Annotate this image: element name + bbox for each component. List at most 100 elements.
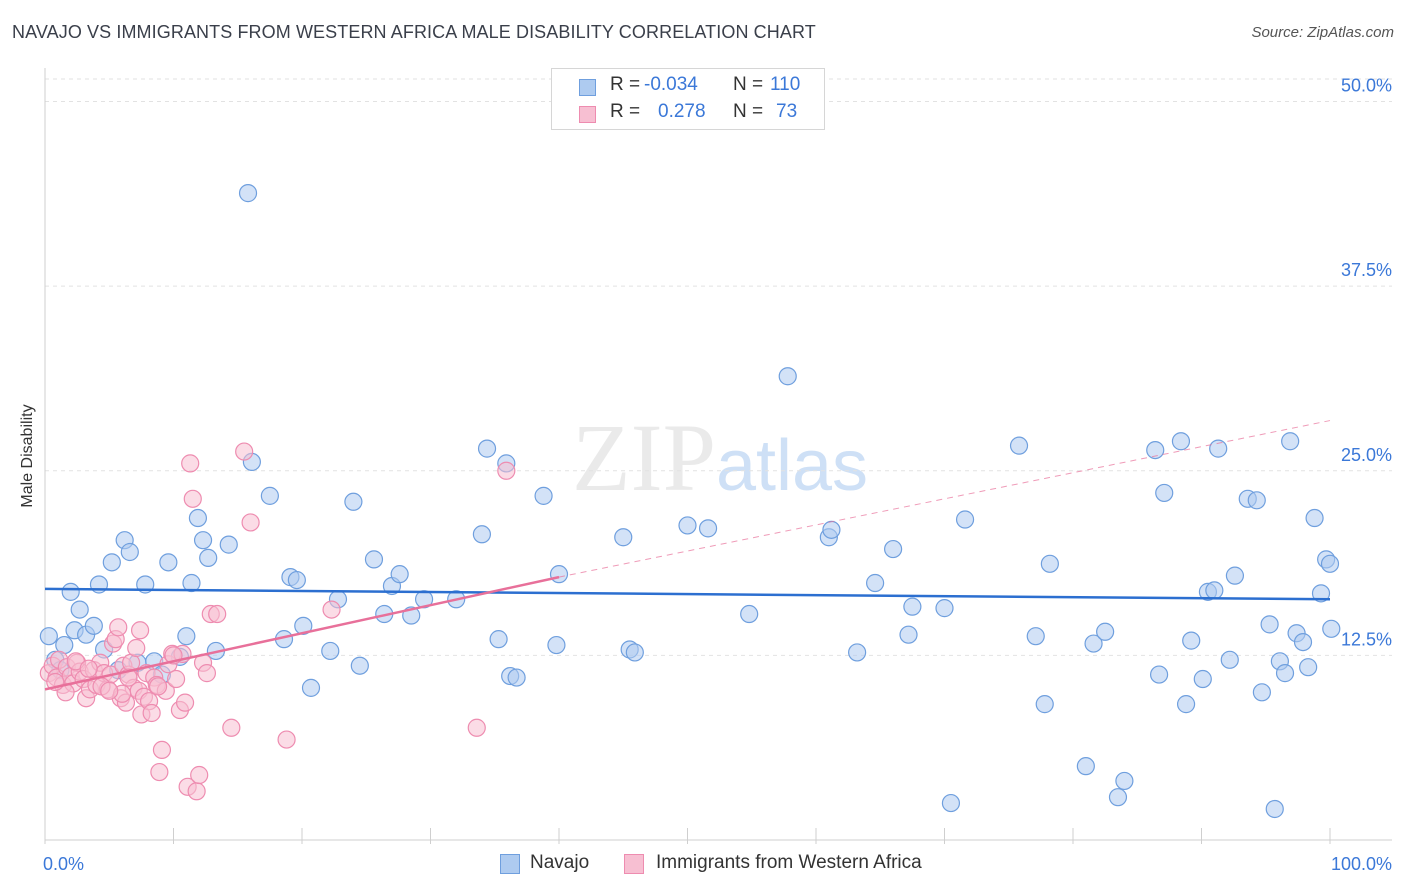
navajo-point [1084,634,1103,653]
navajo-point [159,553,178,572]
legend: Navajo Immigrants from Western Africa [0,851,1406,879]
r-label: R = [610,74,641,95]
stats-row-immigrants: R = 0.278 N = 73 [552,101,824,127]
immigrants-point [241,513,260,532]
immigrants-point [175,693,195,712]
immigrants-point [79,659,98,678]
navajo-point [84,616,103,635]
navajo-point [120,542,139,562]
immigrants-series [39,442,516,801]
navajo-point [472,525,491,544]
r-value: -0.034 [644,74,698,95]
immigrants-point [197,664,217,683]
immigrants-point [208,604,227,624]
navajo-point [625,643,644,662]
navajo-point [935,599,954,618]
navajo-point [698,519,718,538]
navajo-point [848,643,867,662]
immigrants-swatch [579,106,596,123]
tick-labels: 12.5% 25.0% 37.5% 50.0% 0.0% 100.0% [43,76,1392,874]
navajo-point [1155,483,1174,503]
immigrants-point [148,677,168,696]
navajo-point [883,539,903,559]
navajo-point [219,535,238,554]
chart-title: NAVAJO VS IMMIGRANTS FROM WESTERN AFRICA… [12,22,816,42]
navajo-point [1260,615,1279,634]
immigrants-trend-line [44,575,560,691]
navajo-point [903,597,922,616]
legend-navajo-label: Navajo [530,852,590,873]
navajo-point [390,565,409,584]
navajo-point [1225,566,1245,585]
y-tick-label: 37.5% [1341,260,1392,280]
navajo-point [1115,771,1134,791]
immigrants-point [277,730,296,749]
navajo-point [1311,584,1331,603]
navajo-point [549,565,569,584]
navajo-point [321,641,340,661]
navajo-point [1305,508,1324,528]
navajo-point [1252,683,1271,702]
y-tick-label: 25.0% [1341,445,1392,465]
grid-lines [45,78,1392,656]
navajo-point [1026,627,1045,646]
navajo-point [61,582,80,601]
navajo-point [899,625,918,644]
navajo-point [1009,436,1029,455]
navajo-point [941,793,961,813]
r-label: R = [610,101,641,122]
navajo-point [1035,695,1054,714]
navajo-point [193,531,213,550]
immigrants-point [467,718,486,737]
navajo-point [547,635,566,655]
navajo-point [1293,632,1313,652]
immigrants-point [142,703,161,723]
data-series [39,184,1341,819]
n-label: N = [733,101,764,122]
navajo-point [1096,622,1115,641]
navajo-point [287,570,306,590]
stats-row-navajo: R = -0.034 N = 110 [552,74,824,100]
navajo-point [489,630,508,649]
immigrants-point [497,461,516,480]
immigrants-point [152,740,172,760]
navajo-point [477,439,497,458]
navajo-point [1176,695,1196,714]
navajo-point [350,656,369,675]
navajo-point [39,627,58,646]
navajo-point [1076,757,1095,776]
navajo-point [301,678,321,697]
navajo-point [238,184,258,203]
navajo-point [1149,665,1169,684]
navajo-swatch [579,79,596,96]
immigrants-point [100,681,119,700]
immigrants-point [109,618,128,637]
navajo-point [364,550,384,569]
n-value: 110 [770,74,801,95]
immigrants-point [127,638,146,658]
n-value: 73 [776,101,798,122]
trend-lines [44,420,1331,691]
source-label: Source: ZipAtlas.com [1251,24,1394,41]
y-tick-label: 12.5% [1341,629,1392,649]
navajo-point [1220,650,1239,669]
navajo-trend-line [44,587,1331,601]
navajo-point [678,516,697,535]
navajo-point [1275,664,1295,683]
navajo-point [1146,440,1165,460]
navajo-point [1205,581,1224,600]
navajo-point [182,573,201,593]
navajo-point [1299,658,1318,677]
navajo-point [188,508,208,528]
stats-box: R = -0.034 N = 110 R = 0.278 N = 73 [551,68,825,130]
immigrants-point [183,489,202,508]
navajo-point [822,520,841,539]
navajo-point [102,553,121,572]
navajo-point [344,492,363,511]
immigrants-point [130,621,150,640]
navajo-point [1265,799,1284,819]
legend-immigrants-swatch [624,854,644,874]
immigrants-point [235,442,254,461]
navajo-point [1320,554,1340,573]
